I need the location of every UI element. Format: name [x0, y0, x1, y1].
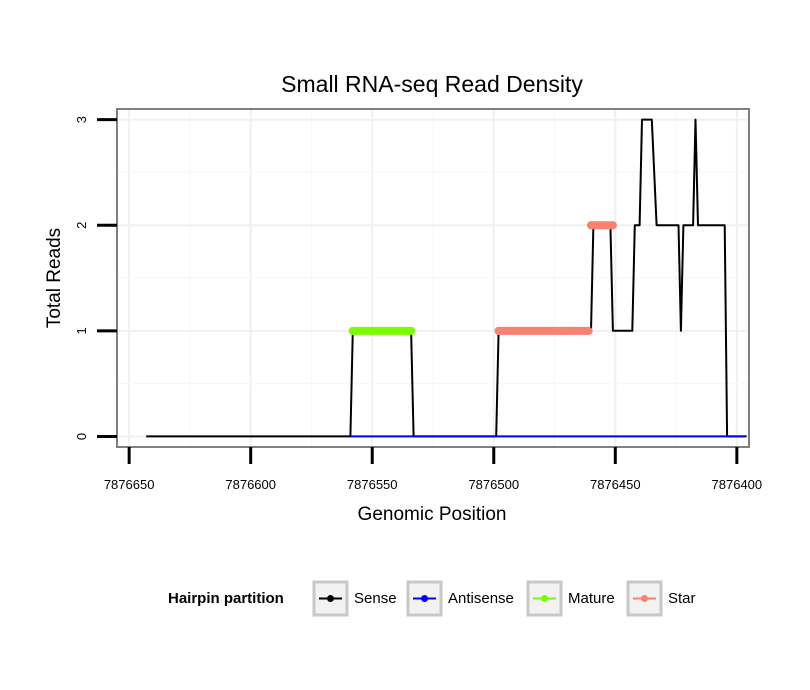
legend-label-mature: Mature — [568, 590, 615, 607]
legend-label-sense: Sense — [354, 590, 397, 607]
data-point-mature — [348, 326, 357, 335]
legend-title: Hairpin partition — [168, 590, 284, 607]
legend-dot-antisense — [421, 595, 428, 602]
legend-label-star: Star — [668, 590, 696, 607]
legend: Hairpin partition Sense Antisense Mature St… — [168, 580, 696, 617]
legend-dot-star — [641, 595, 648, 602]
axes: 7876650 7876600 7876550 7876500 7876450 78764… — [74, 116, 762, 492]
data-point-star — [494, 326, 503, 335]
y-tick-label: 3 — [74, 116, 89, 123]
x-tick-label: 7876450 — [590, 477, 641, 492]
y-tick-label: 1 — [74, 327, 89, 334]
data-point-star — [608, 221, 617, 230]
x-tick-label: 7876650 — [104, 477, 155, 492]
plot-border — [116, 108, 750, 448]
y-tick-label: 0 — [74, 433, 89, 440]
x-tick-label: 7876400 — [712, 477, 763, 492]
y-tick-label: 2 — [74, 222, 89, 229]
series-layer — [146, 118, 747, 438]
data-point-star — [587, 221, 595, 230]
chart-title: Small RNA-seq Read Density — [281, 71, 583, 97]
data-point-star — [562, 326, 571, 335]
data-point-mature — [407, 326, 416, 335]
legend-dot-sense — [327, 595, 334, 602]
data-point-star — [584, 326, 593, 335]
x-tick-label: 7876500 — [468, 477, 519, 492]
x-tick-label: 7876600 — [225, 477, 276, 492]
legend-label-antisense: Antisense — [448, 590, 514, 607]
legend-dot-mature — [541, 595, 548, 602]
legend-items: Sense Antisense Mature Star — [312, 580, 696, 617]
y-axis-title: Total Reads — [44, 228, 65, 328]
x-axis-title: Genomic Position — [358, 504, 507, 525]
x-tick-label: 7876550 — [347, 477, 398, 492]
